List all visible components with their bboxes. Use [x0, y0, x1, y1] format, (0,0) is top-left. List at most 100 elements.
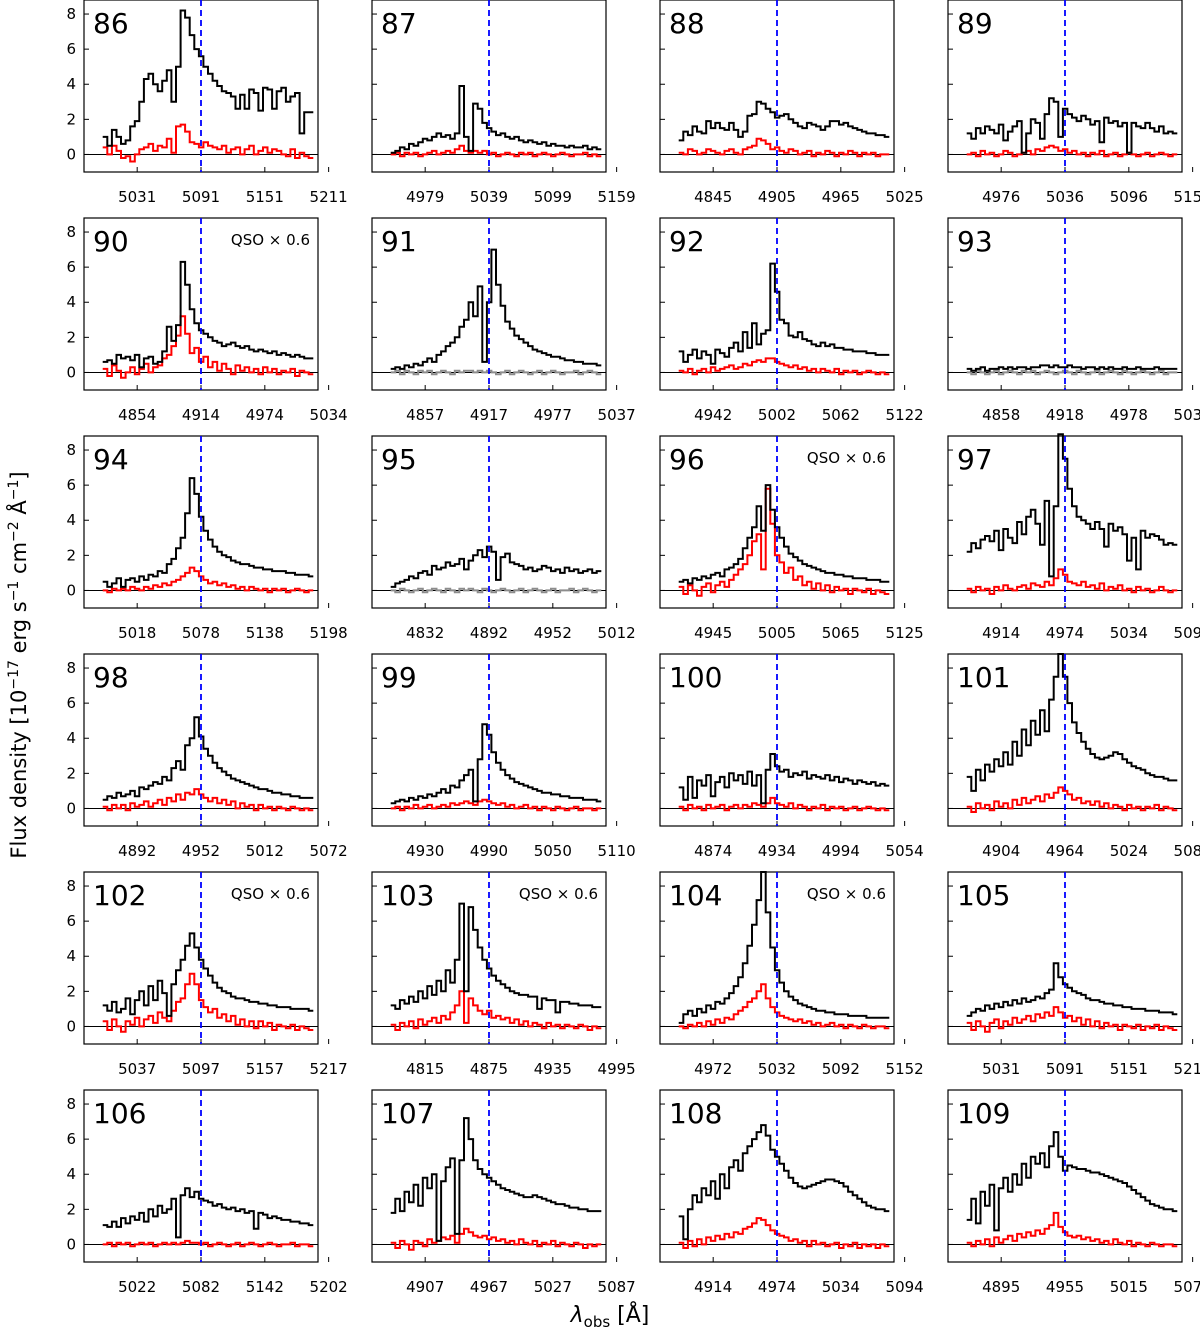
- xlabel-symbol: λ: [570, 1303, 584, 1328]
- panel-number: 94: [93, 443, 129, 476]
- x-tick-label: 4845: [694, 188, 732, 206]
- panel-103: 4815 4875 4935 4995 103 QSO × 0.6: [371, 871, 636, 1078]
- y-tick-label: 4: [66, 729, 76, 747]
- x-tick-label: 4934: [758, 842, 796, 860]
- host-series-line: [966, 786, 1178, 813]
- host-series-line: [390, 587, 602, 594]
- y-tick-label: 2: [66, 764, 76, 782]
- host-series-line: [966, 1211, 1178, 1248]
- qso-series-line: [678, 100, 890, 142]
- x-tick-label: 5036: [1046, 188, 1084, 206]
- panel-87: 4979 5039 5099 5159 87: [371, 0, 636, 206]
- x-tick-label: 5037: [598, 406, 636, 424]
- ylabel-exp3: −2: [6, 521, 22, 542]
- y-tick-label: 8: [66, 659, 76, 677]
- host-series-line: [390, 144, 602, 158]
- panel-100: 4874 4934 4994 5054 100: [659, 653, 924, 860]
- x-tick-label: 5211: [310, 188, 348, 206]
- panel-108: 4914 4974 5034 5094 108: [659, 1089, 924, 1296]
- x-tick-label: 5015: [1110, 1278, 1148, 1296]
- x-tick-label: 4979: [406, 188, 444, 206]
- y-tick-label: 6: [66, 912, 76, 930]
- host-series-line: [678, 796, 890, 812]
- x-tick-label: 4935: [534, 1060, 572, 1078]
- panel-86: 0 2 4 6 8 5031 5091 5151 5211 86: [66, 0, 348, 206]
- qso-scale-label: QSO × 0.6: [519, 885, 598, 903]
- qso-series-line: [966, 97, 1178, 154]
- y-tick-label: 2: [66, 110, 76, 128]
- x-tick-label: 5082: [182, 1278, 220, 1296]
- x-tick-label: 5050: [534, 842, 572, 860]
- x-tick-label: 5072: [310, 842, 348, 860]
- panel-number: 92: [669, 225, 705, 258]
- x-tick-label: 4904: [982, 842, 1020, 860]
- y-tick-label: 8: [66, 5, 76, 23]
- x-tick-label: 4874: [694, 842, 732, 860]
- panel-number: 99: [381, 661, 417, 694]
- host-series-line: [102, 1239, 314, 1248]
- qso-series-line: [390, 902, 602, 1014]
- y-tick-label: 2: [66, 982, 76, 1000]
- x-tick-label: 5022: [118, 1278, 156, 1296]
- x-tick-label: 4952: [534, 624, 572, 642]
- y-axis-label: Flux density [10−17 erg s−1 cm−2 Å−1]: [5, 471, 31, 858]
- qso-series-line: [966, 364, 1178, 372]
- panel-number: 93: [957, 225, 993, 258]
- x-tick-label: 5034: [822, 1278, 860, 1296]
- qso-series-line: [678, 871, 890, 1024]
- qso-series-line: [102, 477, 314, 588]
- x-tick-label: 4875: [470, 1060, 508, 1078]
- x-tick-label: 5039: [470, 188, 508, 206]
- qso-scale-label: QSO × 0.6: [231, 885, 310, 903]
- panel-number: 109: [957, 1097, 1010, 1130]
- y-tick-label: 0: [66, 581, 76, 599]
- qso-series-line: [678, 262, 890, 365]
- y-tick-label: 8: [66, 441, 76, 459]
- y-tick-label: 8: [66, 1095, 76, 1113]
- ylabel-end: ]: [7, 471, 31, 479]
- x-tick-label: 5027: [534, 1278, 572, 1296]
- panel-number: 107: [381, 1097, 434, 1130]
- y-tick-label: 4: [66, 293, 76, 311]
- y-tick-label: 2: [66, 328, 76, 346]
- panel-number: 95: [381, 443, 417, 476]
- host-series-line: [678, 983, 890, 1030]
- panel-number: 88: [669, 7, 705, 40]
- panel-97: 4914 4974 5034 5094 97: [947, 433, 1200, 642]
- x-tick-label: 5217: [310, 1060, 348, 1078]
- panel-number: 105: [957, 879, 1010, 912]
- x-tick-label: 5122: [886, 406, 924, 424]
- ylabel-exp4: −1: [6, 480, 22, 501]
- ylabel-exp: −17: [6, 660, 22, 690]
- xlabel-unit: [Å]: [610, 1301, 649, 1328]
- x-tick-label: 4907: [406, 1278, 444, 1296]
- x-tick-label: 4945: [694, 624, 732, 642]
- host-series-line: [102, 315, 314, 379]
- y-tick-label: 6: [66, 476, 76, 494]
- x-tick-label: 4942: [694, 406, 732, 424]
- x-tick-label: 5099: [534, 188, 572, 206]
- y-tick-label: 4: [66, 75, 76, 93]
- x-tick-label: 5012: [598, 624, 636, 642]
- y-tick-label: 6: [66, 694, 76, 712]
- x-tick-label: 4990: [470, 842, 508, 860]
- x-tick-label: 4914: [694, 1278, 732, 1296]
- panel-96: 4945 5005 5065 5125 96 QSO × 0.6: [659, 435, 924, 642]
- panel-99: 4930 4990 5050 5110 99: [371, 653, 636, 860]
- panel-107: 4907 4967 5027 5087 107: [371, 1089, 636, 1296]
- x-tick-label: 4964: [1046, 842, 1084, 860]
- x-tick-label: 5125: [886, 624, 924, 642]
- x-tick-label: 4892: [118, 842, 156, 860]
- host-series-line: [390, 990, 602, 1031]
- host-series-line: [678, 1217, 890, 1249]
- qso-series-line: [390, 248, 602, 370]
- panel-106: 0 2 4 6 8 5022 5082 5142 5202 106: [66, 1089, 348, 1296]
- panel-number: 90: [93, 225, 129, 258]
- x-tick-label: 4914: [182, 406, 220, 424]
- host-series-line: [966, 144, 1178, 158]
- x-tick-label: 5211: [1174, 1060, 1200, 1078]
- ylabel-unit3: Å: [5, 500, 31, 522]
- x-tick-label: 4930: [406, 842, 444, 860]
- qso-series-line: [966, 433, 1178, 578]
